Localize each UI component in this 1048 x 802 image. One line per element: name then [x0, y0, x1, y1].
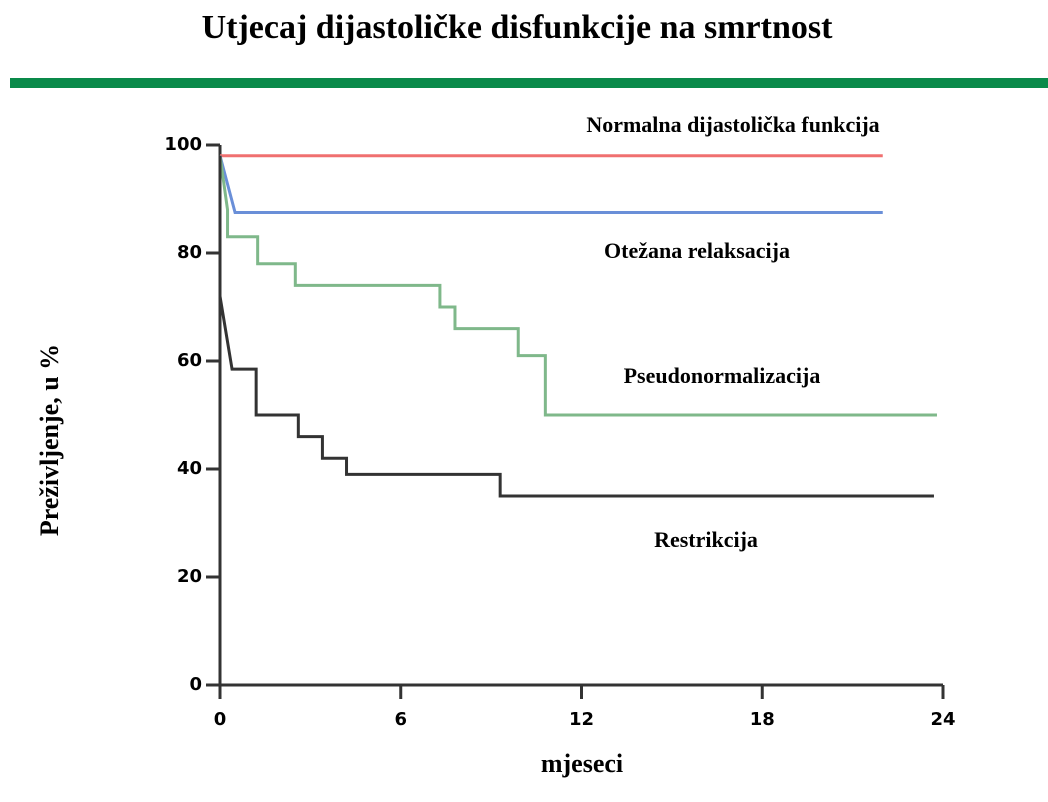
- series-label: Normalna dijastolička funkcija: [586, 112, 879, 137]
- survival-line: [218, 155, 883, 214]
- x-tick-label: 0: [214, 709, 227, 730]
- chart-title: Utjecaj dijastoličke disfunkcije na smrt…: [202, 9, 834, 46]
- title-rule: [10, 78, 1048, 88]
- x-tick-label: 6: [394, 709, 407, 730]
- y-axis-title: Preživljenje, u %: [35, 344, 64, 536]
- y-tick-label: 20: [177, 566, 202, 587]
- y-tick-label: 40: [177, 458, 202, 479]
- x-axis-title: mjeseci: [541, 749, 623, 778]
- series-label: Restrikcija: [654, 527, 758, 552]
- y-tick-label: 100: [164, 134, 202, 155]
- series-label: Otežana relaksacija: [604, 238, 790, 263]
- x-tick-label: 18: [750, 709, 775, 730]
- x-tick-label: 12: [569, 709, 594, 730]
- survival-line: [218, 155, 934, 498]
- series-label: Pseudonormalizacija: [624, 363, 821, 388]
- y-tick-label: 60: [177, 350, 202, 371]
- x-tick-label: 24: [930, 709, 955, 730]
- y-tick-label: 80: [177, 242, 202, 263]
- y-tick-label: 0: [189, 674, 202, 695]
- survival-line: [218, 155, 937, 417]
